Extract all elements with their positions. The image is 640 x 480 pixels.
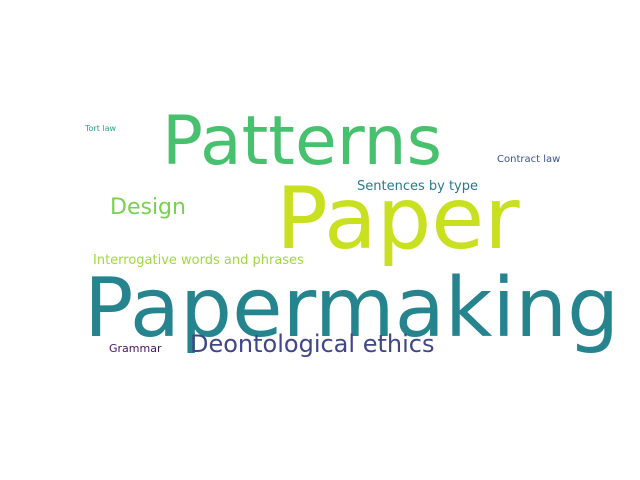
word-papermaking: Papermaking [84,261,620,356]
word-contract-law: Contract law [497,154,561,165]
word-tort-law: Tort law [85,124,117,133]
word-deontological-ethics: Deontological ethics [190,330,435,358]
word-grammar: Grammar [109,342,162,355]
word-interrogative-words-and-phrases: Interrogative words and phrases [93,253,304,268]
word-design: Design [110,195,186,220]
word-paper: Paper [276,169,520,269]
word-sentences-by-type: Sentences by type [357,179,478,194]
word-patterns: Patterns [162,102,443,181]
